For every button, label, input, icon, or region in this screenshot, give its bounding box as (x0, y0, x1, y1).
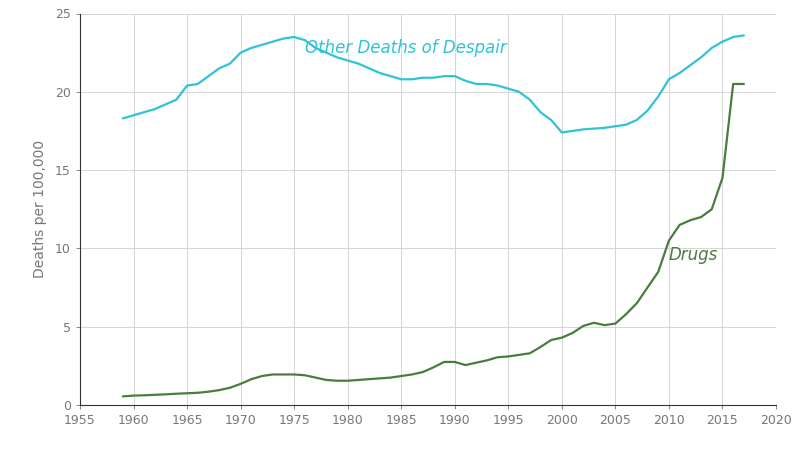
Y-axis label: Deaths per 100,000: Deaths per 100,000 (33, 140, 46, 278)
Text: Other Deaths of Despair: Other Deaths of Despair (305, 39, 506, 57)
Text: Drugs: Drugs (669, 246, 718, 264)
